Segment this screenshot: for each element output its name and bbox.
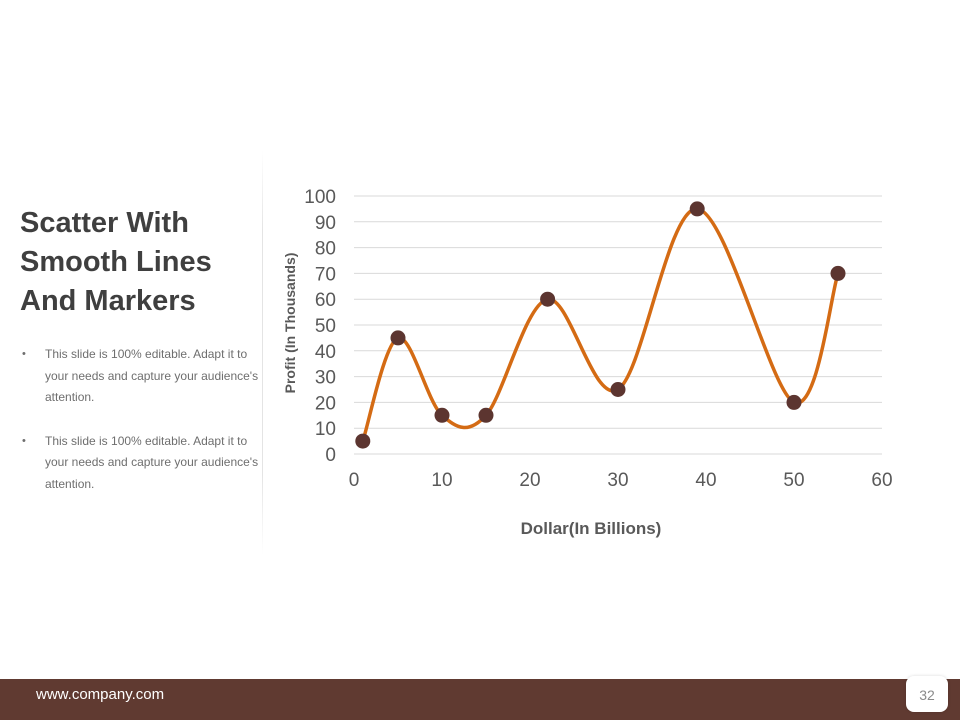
x-tick-label: 30 xyxy=(607,470,628,491)
y-tick-label: 0 xyxy=(325,445,336,466)
bullet-item: • This slide is 100% editable. Adapt it … xyxy=(20,431,265,496)
bullet-text: This slide is 100% editable. Adapt it to… xyxy=(45,347,259,404)
bullet-list: • This slide is 100% editable. Adapt it … xyxy=(20,344,265,517)
x-tick-label: 60 xyxy=(871,470,892,491)
y-tick-label: 40 xyxy=(315,342,336,363)
bullet-dot-icon: • xyxy=(22,348,26,360)
page-number-badge: 32 xyxy=(906,676,948,712)
data-point xyxy=(830,265,846,281)
series-line xyxy=(361,207,840,443)
y-tick-label: 30 xyxy=(315,368,336,389)
x-axis-title: Dollar(In Billions) xyxy=(521,519,662,538)
y-tick-label: 10 xyxy=(315,419,336,440)
y-tick-label: 90 xyxy=(315,213,336,234)
y-tick-label: 60 xyxy=(315,290,336,311)
scatter-chart: 0 10 20 30 40 50 60 70 80 90 100 0 10 20 30 40 50 60 Dolla… xyxy=(270,170,910,560)
x-tick-label: 40 xyxy=(695,470,716,491)
data-point xyxy=(610,382,626,397)
slide-title-line-2: Smooth Lines xyxy=(20,246,212,278)
y-tick-label: 100 xyxy=(304,187,336,208)
slide-title-line-1: Scatter With xyxy=(20,207,189,239)
footer-url[interactable]: www.company.com xyxy=(36,686,165,703)
bullet-item: • This slide is 100% editable. Adapt it … xyxy=(20,344,265,409)
y-tick-label: 50 xyxy=(315,316,336,337)
data-point xyxy=(786,394,802,410)
data-point xyxy=(434,407,450,423)
footer-bar: www.company.com xyxy=(0,679,960,720)
page-number: 32 xyxy=(919,687,935,703)
data-point xyxy=(540,291,556,307)
vertical-divider xyxy=(262,150,263,555)
chart-svg: 0 10 20 30 40 50 60 70 80 90 100 0 10 20 30 40 50 60 Dolla… xyxy=(282,187,893,538)
slide-title-line-3: And Markers xyxy=(20,285,196,317)
y-tick-label: 70 xyxy=(315,264,336,285)
y-axis-title: Profit (In Thousands) xyxy=(282,253,298,394)
y-tick-label: 20 xyxy=(315,393,336,414)
y-tick-label: 80 xyxy=(315,239,336,260)
data-point xyxy=(390,330,406,346)
x-tick-label: 10 xyxy=(431,470,452,491)
bullet-text: This slide is 100% editable. Adapt it to… xyxy=(45,433,259,491)
x-tick-label: 20 xyxy=(519,470,540,491)
slide-title: Scatter With Smooth Lines And Markers xyxy=(20,204,260,321)
x-tick-label: 50 xyxy=(783,470,804,491)
x-tick-label: 0 xyxy=(349,470,360,491)
data-point xyxy=(355,433,371,449)
data-point xyxy=(689,201,705,217)
bullet-dot-icon: • xyxy=(22,434,26,447)
data-point xyxy=(478,407,494,423)
